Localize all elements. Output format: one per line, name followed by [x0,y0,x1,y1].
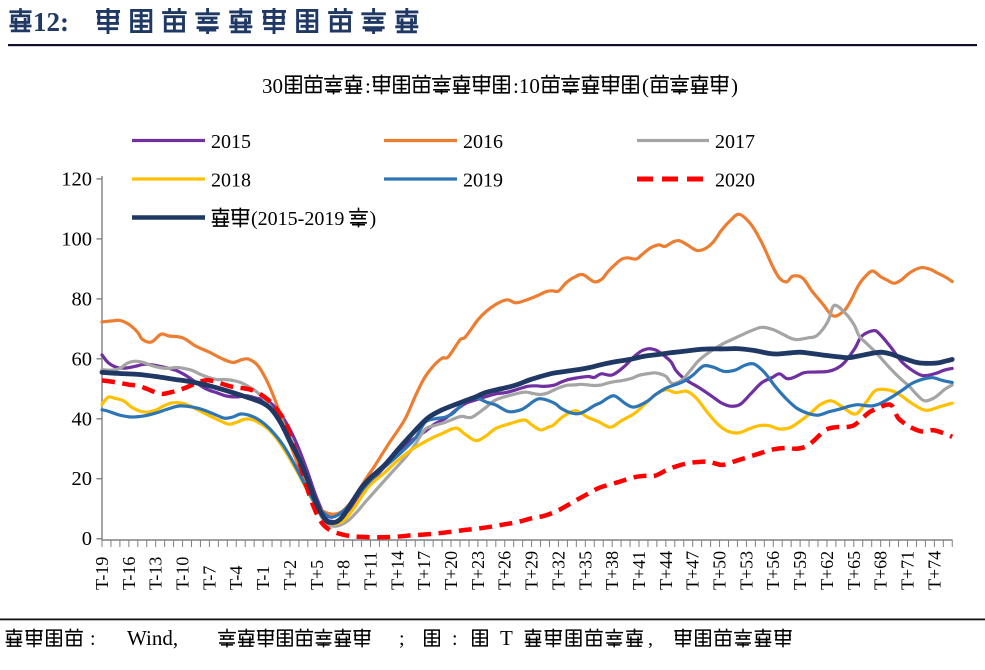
svg-text:T-10: T-10 [173,557,193,590]
svg-text:T+32: T+32 [549,551,569,590]
svg-text:T+62: T+62 [817,551,837,590]
svg-text:T+59: T+59 [790,551,810,590]
svg-text:80: 80 [72,288,93,310]
svg-text:;: ; [399,628,405,650]
svg-text:60: 60 [72,348,93,370]
svg-text:T+44: T+44 [656,551,676,590]
svg-text:T+65: T+65 [844,551,864,590]
svg-text:T+53: T+53 [736,551,756,590]
svg-text:T+56: T+56 [763,551,783,590]
svg-text:T+26: T+26 [495,551,515,590]
svg-text:T+11: T+11 [361,552,381,590]
svg-text:2016: 2016 [463,131,503,153]
svg-text:20: 20 [72,468,93,490]
svg-text:120: 120 [61,168,92,190]
svg-text:T: T [500,626,513,650]
svg-text::10: :10 [513,74,540,98]
svg-text:T+38: T+38 [602,551,622,590]
svg-text:T+29: T+29 [522,551,542,590]
svg-text:T+41: T+41 [629,551,649,590]
svg-text:T+47: T+47 [683,551,703,590]
svg-text:Wind,: Wind, [127,626,178,650]
svg-text:T-1: T-1 [253,566,273,590]
svg-text:T+71: T+71 [898,551,918,590]
svg-text:2020: 2020 [715,170,755,192]
svg-text:): ) [731,74,738,98]
svg-text:,: , [648,628,653,650]
svg-text:(: ( [642,74,649,98]
svg-text:2017: 2017 [715,131,755,153]
svg-text::: : [452,628,458,650]
svg-text:T-7: T-7 [199,566,219,590]
svg-text:T+2: T+2 [280,560,300,590]
svg-text:T+14: T+14 [387,551,407,590]
svg-text:T-13: T-13 [146,557,166,590]
svg-text:T-19: T-19 [92,557,112,590]
svg-text:): ) [370,208,377,230]
svg-text:2018: 2018 [211,170,251,192]
svg-text:2015: 2015 [211,131,251,153]
svg-text:2019: 2019 [463,170,503,192]
svg-text:0: 0 [82,528,92,550]
svg-text:T+68: T+68 [871,551,891,590]
svg-text:T+5: T+5 [307,560,327,590]
svg-text:T+8: T+8 [334,560,354,590]
svg-text:12:: 12: [33,7,69,37]
svg-text:T+17: T+17 [414,551,434,590]
svg-text:T-16: T-16 [119,557,139,590]
svg-text:T+35: T+35 [575,551,595,590]
svg-text::: : [365,74,371,98]
svg-text:40: 40 [72,408,93,430]
svg-text:100: 100 [61,228,92,250]
svg-text:T+23: T+23 [468,551,488,590]
svg-text:(2015-2019: (2015-2019 [251,208,344,230]
svg-text:30: 30 [262,74,283,98]
svg-text:T+50: T+50 [710,551,730,590]
svg-text:T-4: T-4 [226,566,246,590]
svg-text:T+74: T+74 [924,551,944,590]
svg-text::: : [90,628,96,650]
svg-text:T+20: T+20 [441,551,461,590]
